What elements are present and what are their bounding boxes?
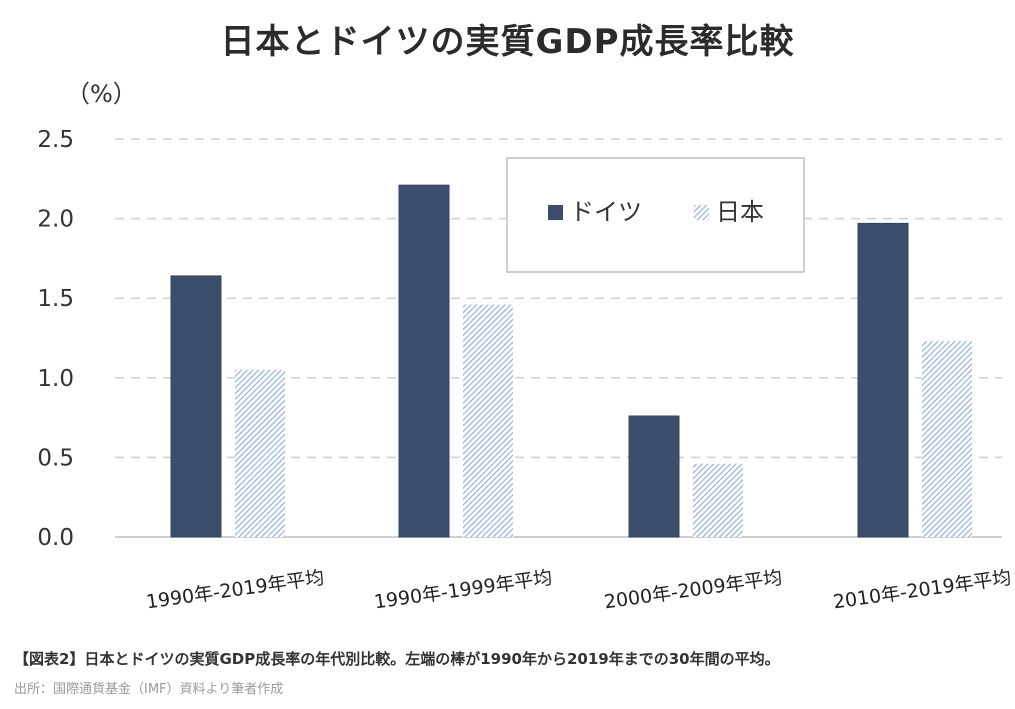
- y-axis-unit-label: （%）: [66, 80, 137, 108]
- bar-germany-3: [857, 222, 909, 538]
- x-tick-label: 2000年-2009年平均: [603, 567, 784, 614]
- legend: ドイツ 日本: [506, 157, 805, 273]
- chart-title: 日本とドイツの実質GDP成長率比較: [220, 22, 795, 62]
- y-tick-label: 1.0: [37, 366, 74, 392]
- source-note: 出所：国際通貨基金（IMF）資料より筆者作成: [14, 682, 284, 697]
- figure-caption: 【図表2】日本とドイツの実質GDP成長率の年代別比較。左端の棒が1990年から2…: [14, 650, 780, 668]
- bar-japan-0: [235, 369, 285, 537]
- legend-label-germany: ドイツ: [570, 198, 642, 226]
- y-tick-label: 2.0: [37, 207, 74, 233]
- bar-japan-2: [693, 463, 743, 537]
- x-axis-ticks: 1990年-2019年平均 1990年-1999年平均 2000年-2009年平均 2…: [145, 567, 1013, 614]
- legend-swatch-germany: [548, 205, 563, 220]
- y-tick-label: 1.5: [37, 286, 74, 312]
- x-tick-label: 1990年-1999年平均: [373, 567, 554, 614]
- x-tick-label: 1990年-2019年平均: [145, 567, 326, 614]
- legend-label-japan: 日本: [716, 198, 764, 226]
- y-tick-label: 2.5: [37, 127, 74, 153]
- legend-swatch-japan: [694, 205, 709, 220]
- bar-germany-2: [628, 415, 680, 538]
- x-tick-label: 2010年-2019年平均: [832, 567, 1013, 614]
- bar-germany-0: [170, 275, 222, 538]
- bars: [170, 184, 972, 538]
- y-axis-ticks: 0.0 0.5 1.0 1.5 2.0 2.5: [37, 127, 74, 551]
- bar-germany-1: [398, 184, 450, 538]
- y-tick-label: 0.0: [37, 525, 74, 551]
- y-tick-label: 0.5: [37, 445, 74, 471]
- bar-japan-3: [922, 341, 972, 537]
- bar-japan-1: [463, 304, 513, 537]
